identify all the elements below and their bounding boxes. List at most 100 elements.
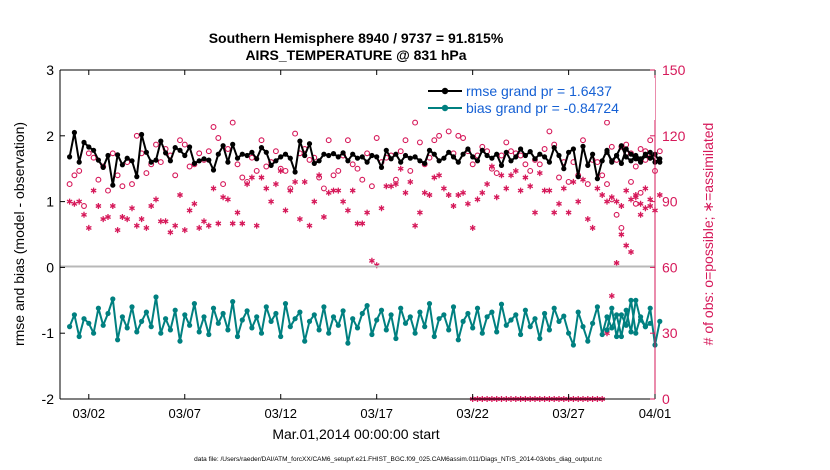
rmse-point-0-55 [330, 151, 337, 157]
obs-assimilated-point-0-52 [316, 172, 323, 179]
obs-possible-point-0-107 [580, 137, 586, 144]
obs-assimilated-point-0-43 [272, 181, 279, 188]
obs-possible-point-0-59 [349, 161, 356, 168]
y-right-tick-label-1: 30 [662, 325, 678, 341]
rmse-point-0-7 [100, 164, 106, 170]
bias-point-0-36 [239, 317, 245, 323]
obs-possible-point-0-64 [373, 135, 380, 141]
rmse-point-0-14 [134, 174, 140, 180]
rmse-point-0-89 [494, 151, 500, 157]
rmse-point-0-12 [124, 155, 130, 161]
x-axis-label: Mar.01,2014 00:00:00 start [272, 426, 439, 442]
rmse-point-0-28 [201, 156, 207, 162]
bias-point-0-75 [426, 301, 433, 307]
bias-point-0-72 [412, 330, 418, 336]
bias-point-0-2 [76, 333, 82, 340]
rmse-point-1-4 [623, 146, 629, 152]
y-left-tick-label-1: -1 [42, 325, 55, 341]
rmse-point-0-95 [522, 152, 529, 159]
obs-possible-point-0-34 [229, 119, 236, 126]
bias-point-0-100 [546, 327, 553, 333]
obs-assimilated-point-2-11 [656, 192, 663, 198]
obs-possible-point-0-50 [306, 156, 313, 163]
obs-possible-point-0-29 [205, 148, 212, 155]
bias-point-0-91 [503, 322, 509, 328]
bias-point-0-15 [139, 318, 145, 324]
rmse-point-0-111 [599, 158, 605, 164]
obs-assimilated-point-0-2 [76, 198, 83, 205]
obs-assimilated-point-0-71 [407, 178, 414, 185]
obs-possible-point-0-24 [181, 141, 188, 148]
rmse-point-0-68 [393, 151, 399, 157]
rmse-point-0-78 [441, 155, 447, 161]
rmse-point-0-4 [86, 144, 92, 150]
obs-assimilated-point-0-14 [133, 222, 140, 229]
obs-possible-point-0-53 [320, 185, 327, 192]
bias-point-0-71 [407, 314, 413, 320]
obs-possible-point-0-113 [608, 143, 615, 150]
obs-possible-point-0-3 [81, 203, 87, 209]
obs-assimilated-point-0-35 [234, 209, 241, 216]
rmse-point-0-33 [225, 159, 231, 165]
rmse-point-0-35 [234, 155, 241, 161]
obs-possible-point-0-18 [153, 141, 159, 148]
obs-possible-point-0-90 [498, 152, 505, 159]
rmse-point-0-43 [273, 158, 279, 164]
y-left-tick-label-5: 3 [46, 62, 54, 78]
bias-point-0-79 [446, 327, 452, 333]
obs-possible-point-0-73 [416, 139, 423, 146]
y-axis-label-left: rmse and bias (model - observation) [11, 122, 27, 346]
rmse-point-0-19 [158, 138, 164, 144]
obs-assimilated-point-0-53 [320, 214, 327, 220]
obs-possible-point-0-22 [172, 172, 179, 179]
y-right-tick-label-5: 150 [662, 62, 686, 78]
obs-possible-point-0-35 [234, 161, 241, 168]
bias-point-0-19 [158, 330, 164, 336]
rmse-point-0-63 [369, 152, 375, 159]
obs-assimilated-point-0-50 [306, 222, 313, 229]
obs-assimilated-point-0-96 [527, 183, 534, 190]
bias-point-0-54 [326, 330, 332, 336]
rmse-point-0-37 [244, 152, 250, 159]
rmse-point-1-0 [604, 149, 610, 155]
obs-assimilated-point-0-11 [119, 214, 126, 220]
rmse-point-0-8 [105, 152, 111, 159]
rmse-point-0-56 [335, 154, 341, 160]
bias-point-0-110 [594, 304, 601, 310]
y-right-tick-label-0: 0 [662, 391, 670, 407]
bias-point-0-23 [177, 338, 183, 344]
obs-assimilated-point-0-24 [181, 227, 188, 234]
obs-assimilated-point-0-7 [100, 216, 107, 223]
obs-assimilated-point-0-58 [344, 207, 351, 214]
bias-point-0-44 [278, 333, 284, 340]
bias-point-0-76 [431, 333, 437, 340]
rmse-point-0-84 [470, 154, 476, 160]
obs-assimilated-point-0-105 [570, 178, 577, 185]
bias-point-0-27 [196, 329, 202, 335]
rmse-point-0-115 [618, 143, 625, 149]
obs-possible-point-0-16 [143, 170, 150, 177]
obs-assimilated-point-0-99 [541, 187, 548, 194]
bias-point-0-84 [470, 325, 476, 331]
bias-point-0-64 [374, 317, 380, 323]
rmse-point-0-71 [407, 155, 413, 161]
obs-assimilated-point-2-8 [642, 185, 649, 192]
bias-point-0-107 [580, 324, 586, 330]
obs-possible-point-0-60 [354, 165, 361, 172]
bias-point-0-21 [167, 327, 173, 333]
plot-area [66, 106, 663, 402]
bias-point-0-22 [172, 307, 178, 313]
x-tick-label-3: 03/17 [360, 406, 393, 421]
rmse-point-0-85 [474, 158, 481, 164]
rmse-point-0-1 [71, 129, 77, 136]
bias-point-0-82 [460, 318, 466, 324]
obs-assimilated-point-0-113 [608, 194, 615, 201]
obs-possible-point-0-63 [368, 183, 375, 190]
obs-possible-point-0-27 [196, 150, 203, 157]
bias-point-0-5 [91, 330, 97, 336]
x-tick-label-5: 03/27 [552, 406, 585, 421]
rmse-point-0-27 [196, 158, 202, 164]
bias-point-1-5 [628, 297, 634, 303]
bias-point-0-89 [494, 329, 500, 335]
